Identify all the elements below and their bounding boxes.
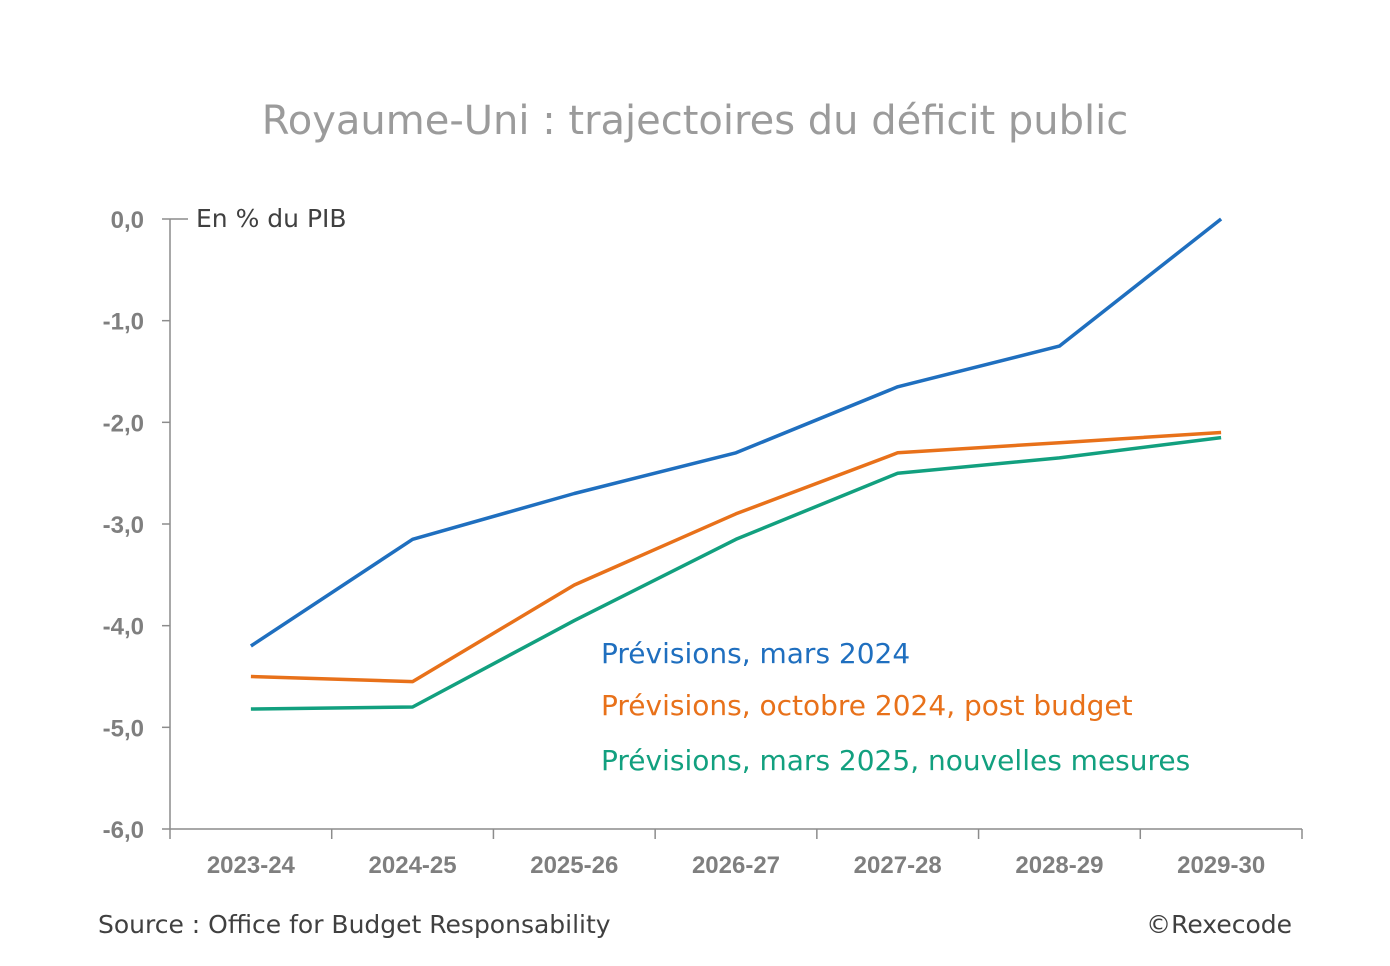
y-axis-ticks: 0,0 -1,0 -2,0 -3,0 -4,0 -5,0 -6,0 [103, 207, 188, 844]
x-tick-label: 2023-24 [207, 852, 296, 879]
legend: Prévisions, mars 2024 Prévisions, octobre… [601, 637, 1190, 777]
legend-entry-3: Prévisions, mars 2025, nouvelles mesures [601, 744, 1190, 777]
x-tick-label: 2029-30 [1177, 852, 1265, 879]
copyright: ©Rexecode [1146, 910, 1292, 939]
x-axis-ticks: 2023-24 2024-25 2025-26 2026-27 2027-28 2028-… [169, 829, 1303, 879]
y-tick-label: -1,0 [103, 309, 144, 336]
series-line-2 [250, 430, 1222, 684]
legend-entry-1: Prévisions, mars 2024 [601, 637, 910, 670]
series-line-1 [249, 217, 1223, 648]
y-tick-label: -3,0 [103, 512, 144, 539]
legend-entry-2: Prévisions, octobre 2024, post budget [601, 689, 1133, 722]
unit-label: En % du PIB [196, 204, 347, 233]
source-note: Source : Office for Budget Responsabilit… [98, 910, 611, 939]
y-tick-label: -2,0 [103, 410, 144, 437]
axes [169, 219, 1302, 830]
x-tick-label: 2027-28 [854, 852, 942, 879]
x-tick-label: 2026-27 [692, 852, 780, 879]
x-tick-label: 2024-25 [369, 852, 457, 879]
y-tick-label: -6,0 [103, 817, 144, 844]
x-tick-label: 2025-26 [530, 852, 618, 879]
y-tick-label: -5,0 [103, 715, 144, 742]
y-tick-label: 0,0 [111, 207, 144, 234]
series-line-3 [250, 435, 1222, 711]
x-tick-label: 2028-29 [1015, 852, 1103, 879]
y-tick-label: -4,0 [103, 614, 144, 641]
chart-title: Royaume-Uni : trajectoires du déficit pu… [261, 98, 1129, 144]
series-lines [249, 217, 1223, 711]
